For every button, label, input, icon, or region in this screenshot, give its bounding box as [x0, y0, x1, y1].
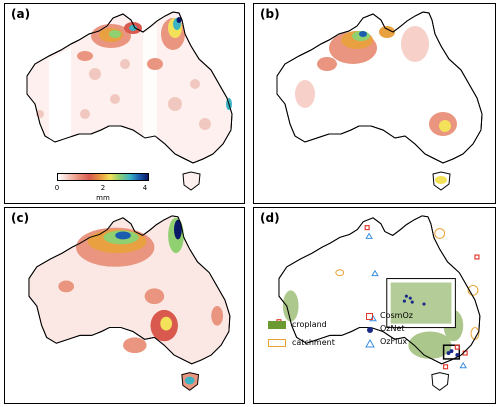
cropland-area: [282, 290, 464, 359]
zoom-box: [442, 344, 461, 360]
map-d: [276, 215, 481, 391]
legend-oznet: OzNet: [380, 324, 405, 333]
north-wet-zone: [295, 26, 457, 184]
north-wet-zone: [58, 217, 224, 385]
colorbar-tick-2: 2: [100, 184, 106, 192]
legend-catchment: catchment: [292, 338, 335, 347]
colorbar-unit: mm: [96, 194, 110, 202]
panel-label-c: (c): [11, 211, 30, 225]
north-wet-zone: [77, 17, 232, 110]
panel-b: (b): [253, 3, 496, 204]
cosmoz-swatch: [366, 313, 373, 320]
legend-cropland: cropland: [292, 320, 327, 329]
legend-ozflux: OzFlux: [380, 337, 408, 346]
panel-d: (d) cropland catchment CosmOz OzNet OzFl…: [253, 207, 496, 404]
map-b: [276, 11, 483, 191]
panel-label-a: (a): [11, 7, 31, 21]
ozflux-sites: [365, 232, 468, 369]
catchment-swatch: [268, 339, 286, 347]
panel-c: (c): [4, 207, 245, 404]
oznet-cluster-inset: [402, 294, 426, 306]
panel-label-d: (d): [260, 211, 280, 225]
ozflux-swatch: [365, 339, 375, 348]
colorbar-tick-4: 4: [142, 184, 148, 192]
colorbar-tick-0: 0: [54, 184, 60, 192]
catchment-area: [335, 228, 480, 340]
panel-label-b: (b): [260, 7, 280, 21]
oznet-sites: [446, 349, 460, 357]
legend: cropland catchment CosmOz OzNet OzFlux: [268, 311, 495, 357]
panel-a: (a) 0 2 4 mm: [4, 3, 245, 204]
sparse-field: [36, 59, 211, 130]
colorbar-gradient: [57, 173, 149, 181]
legend-cosmoz: CosmOz: [380, 311, 413, 320]
oznet-swatch: [367, 327, 373, 333]
cropland-swatch: [268, 321, 286, 329]
colorbar: 0 2 4 mm: [49, 173, 157, 203]
map-c: [28, 215, 231, 391]
map-a: [26, 11, 233, 191]
